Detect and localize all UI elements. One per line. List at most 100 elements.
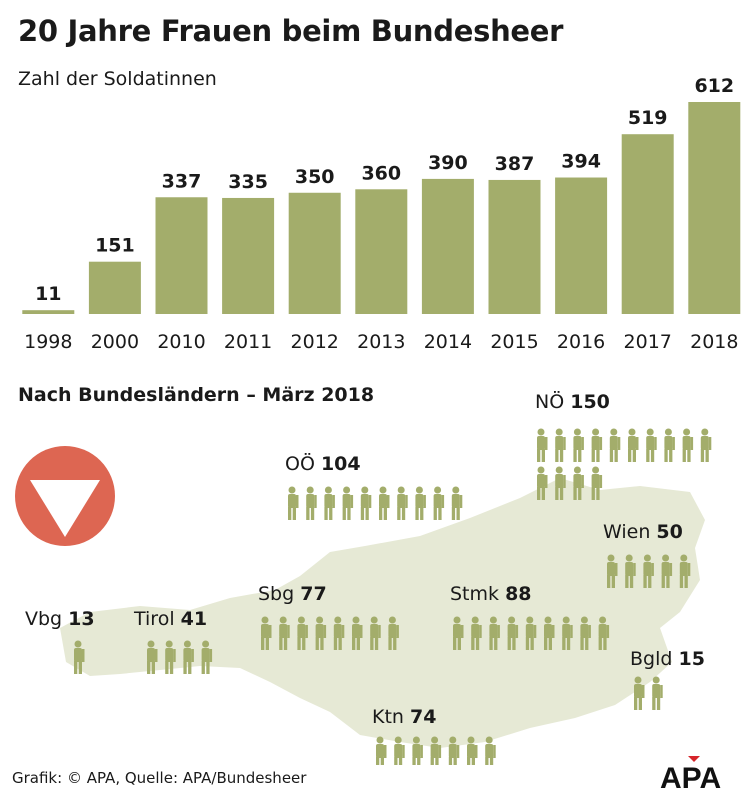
soldier-icon xyxy=(607,554,618,588)
data-label-2016: 394 xyxy=(561,151,601,173)
x-tick-2015: 2015 xyxy=(490,331,538,353)
soldier-icon xyxy=(333,616,345,650)
soldier-icon xyxy=(183,640,194,674)
bar-2016 xyxy=(555,177,608,314)
region-label-Stmk: Stmk 88 xyxy=(450,583,532,605)
apa-logo: APA xyxy=(660,756,721,794)
soldier-icon xyxy=(306,486,317,520)
soldier-icon xyxy=(324,486,335,520)
data-label-2010: 337 xyxy=(162,170,202,192)
region-label-Ktn: Ktn 74 xyxy=(372,706,436,728)
soldier-icon xyxy=(537,466,548,500)
soldier-icon xyxy=(609,428,621,462)
soldier-icon xyxy=(591,428,603,462)
soldier-icon xyxy=(661,554,673,588)
soldier-icon xyxy=(646,428,657,462)
soldier-icon xyxy=(591,466,603,500)
soldier-icon xyxy=(279,616,290,650)
soldier-icon xyxy=(415,486,426,520)
soldier-icon xyxy=(433,486,445,520)
region-label-Vbg: Vbg 13 xyxy=(25,608,95,630)
x-tick-2016: 2016 xyxy=(557,331,605,353)
soldier-icon xyxy=(261,616,272,650)
austria-map-panel: NÖ 150 OÖ 104 Wien 50 Sbg 77 Stmk 88 Vbg 13 Ti… xyxy=(15,390,712,765)
bar-2010 xyxy=(155,197,208,314)
bar-2012 xyxy=(288,192,341,314)
bar-2018 xyxy=(688,102,741,314)
chart-title: 20 Jahre Frauen beim Bundesheer xyxy=(18,14,564,48)
data-label-2013: 360 xyxy=(361,162,401,184)
soldier-icon xyxy=(394,736,405,765)
emblem xyxy=(15,446,115,546)
bar-2015 xyxy=(488,179,541,314)
region-label-Tirol: Tirol 41 xyxy=(133,608,207,630)
soldier-icon xyxy=(537,428,548,462)
data-label-2000: 151 xyxy=(95,235,135,257)
soldier-icon xyxy=(555,466,566,500)
data-label-2012: 350 xyxy=(295,166,335,188)
soldier-icon xyxy=(682,428,694,462)
soldier-icon xyxy=(652,676,663,710)
apa-logo-accent xyxy=(688,756,700,762)
soldier-icon xyxy=(288,486,299,520)
x-tick-2018: 2018 xyxy=(690,331,738,353)
soldier-icon xyxy=(625,554,636,588)
section-title: Nach Bundesländern – März 2018 xyxy=(18,384,375,406)
bar-chart: 11 1998 151 2000 337 2010 335 2011 350 2012 360 201… xyxy=(22,75,741,353)
soldier-icon xyxy=(628,428,639,462)
soldier-icon xyxy=(370,616,381,650)
data-label-2018: 612 xyxy=(694,75,734,97)
region-label-Sbg: Sbg 77 xyxy=(258,583,327,605)
soldier-icon xyxy=(555,428,566,462)
austria-map-shape xyxy=(60,478,705,748)
soldier-icon xyxy=(360,486,372,520)
soldier-icon xyxy=(485,736,496,765)
soldier-icon xyxy=(664,428,675,462)
emblem-triangle xyxy=(30,480,100,537)
region-label-NÖ: NÖ 150 xyxy=(535,390,610,413)
x-tick-2010: 2010 xyxy=(157,331,205,353)
soldier-icon xyxy=(448,736,460,765)
bar-2014 xyxy=(421,178,474,314)
bar-2011 xyxy=(222,197,275,314)
data-label-2017: 519 xyxy=(628,107,668,129)
soldier-icon xyxy=(489,616,500,650)
soldier-icon xyxy=(467,736,478,765)
bar-1998 xyxy=(22,310,75,314)
soldier-icon xyxy=(700,428,712,462)
soldier-icon xyxy=(525,616,537,650)
apa-logo-text: APA xyxy=(660,762,721,794)
soldier-icon xyxy=(74,640,85,674)
soldier-icon xyxy=(643,554,654,588)
x-tick-2000: 2000 xyxy=(91,331,139,353)
bar-2013 xyxy=(355,189,408,314)
soldier-icon xyxy=(573,466,584,500)
soldier-icon xyxy=(471,616,482,650)
soldier-icon xyxy=(634,676,645,710)
soldier-icon xyxy=(453,616,464,650)
chart-subtitle: Zahl der Soldatinnen xyxy=(18,68,217,90)
x-tick-1998: 1998 xyxy=(24,331,72,353)
data-label-2015: 387 xyxy=(495,153,535,175)
soldier-icon xyxy=(376,736,387,765)
soldier-icon xyxy=(388,616,399,650)
soldier-icon xyxy=(342,486,354,520)
soldier-icon xyxy=(147,640,158,674)
soldier-icon xyxy=(165,640,176,674)
source-credit: Grafik: © APA, Quelle: APA/Bundesheer xyxy=(12,769,307,787)
soldier-icon xyxy=(397,486,408,520)
data-label-2014: 390 xyxy=(428,152,468,174)
region-label-OÖ: OÖ 104 xyxy=(285,452,361,475)
bar-2017 xyxy=(621,134,674,314)
soldier-icon xyxy=(379,486,390,520)
soldier-icon xyxy=(201,640,213,674)
x-tick-2014: 2014 xyxy=(424,331,472,353)
x-tick-2017: 2017 xyxy=(624,331,672,353)
soldier-icon xyxy=(544,616,555,650)
data-label-1998: 11 xyxy=(35,283,61,305)
soldier-icon xyxy=(507,616,519,650)
soldier-icon xyxy=(573,428,584,462)
soldier-icon xyxy=(598,616,610,650)
region-label-Wien: Wien 50 xyxy=(603,521,683,543)
soldier-icon xyxy=(315,616,327,650)
